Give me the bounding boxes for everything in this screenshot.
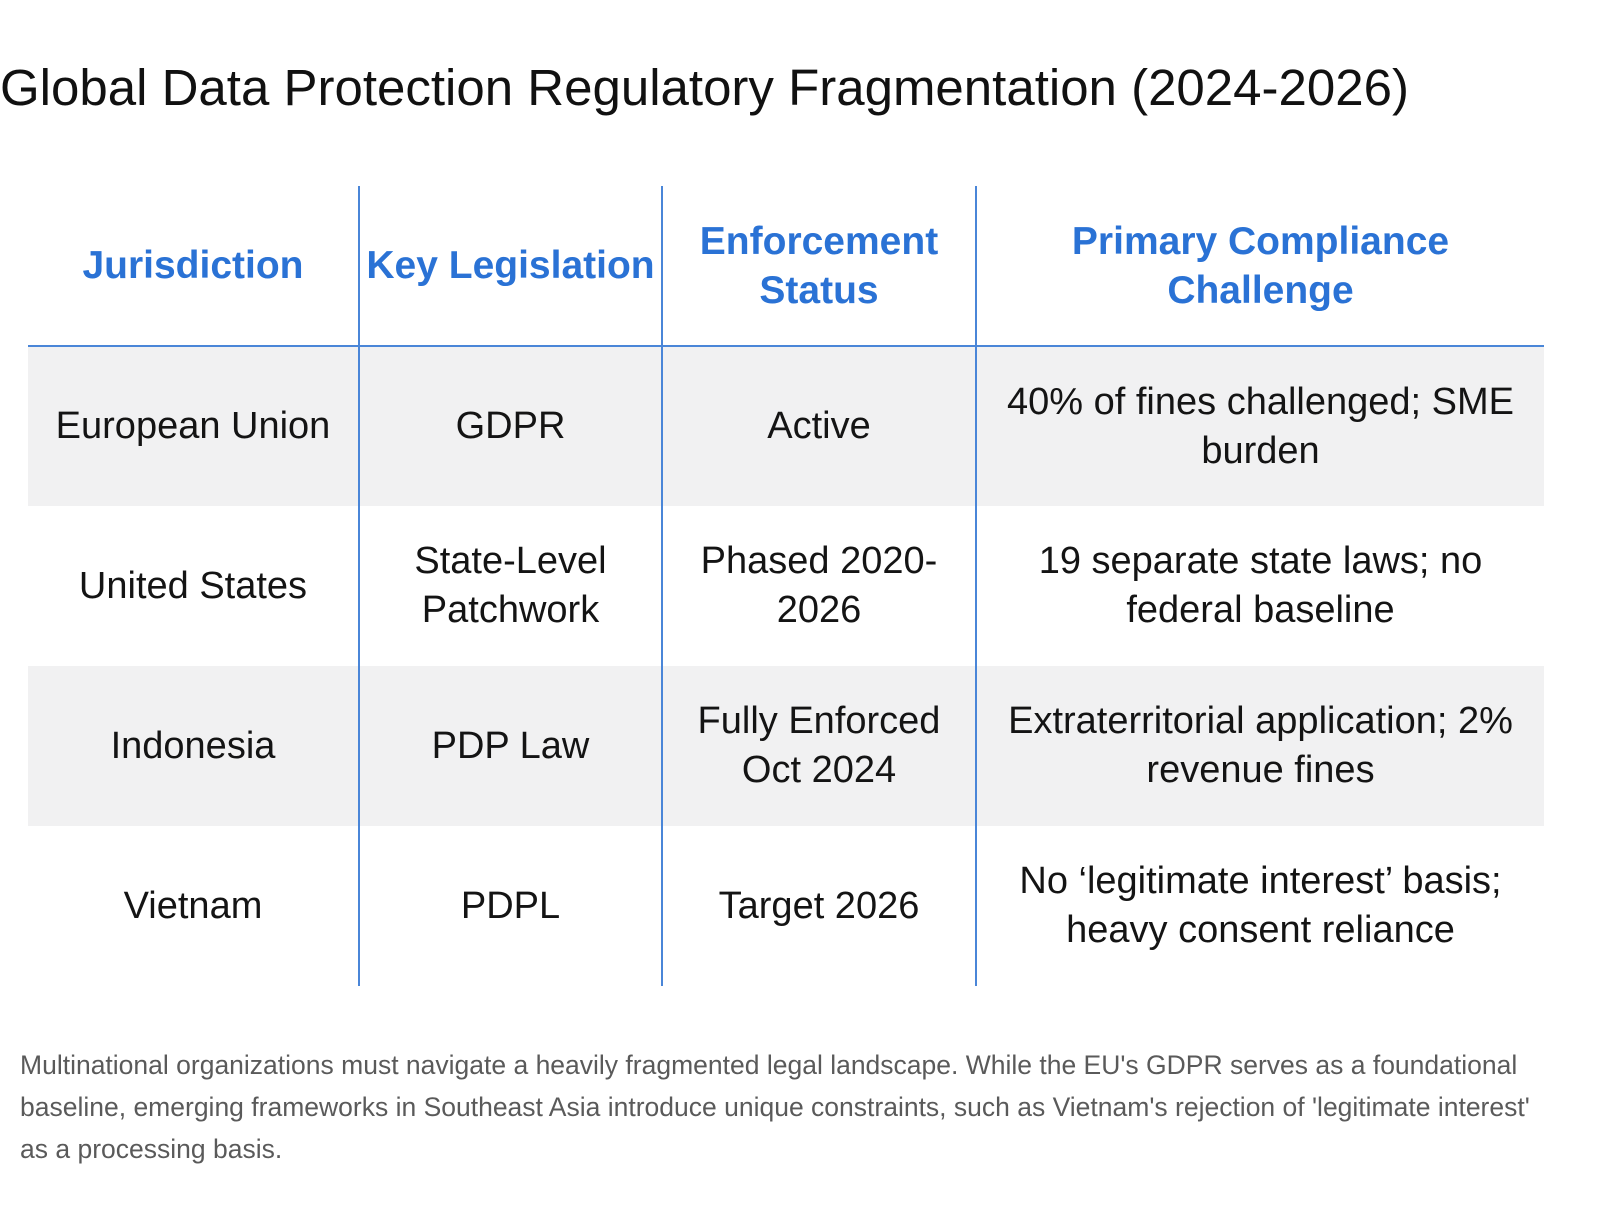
cell-legislation: PDP Law [358, 666, 662, 826]
cell-status: Phased 2020-2026 [661, 506, 976, 666]
cell-jurisdiction: Vietnam [123, 884, 263, 927]
header-jurisdiction: Jurisdiction [28, 186, 359, 347]
header-row: Jurisdiction Key Legislation Enforcement… [28, 186, 1544, 347]
cell-jurisdiction: Indonesia [28, 666, 359, 826]
cell-legislation: State-Level Patchwork [358, 506, 662, 666]
cell-challenge: 40% of fines challenged; SME burden [975, 346, 1544, 506]
header-primary-compliance-challenge: Primary Compliance Challenge [975, 186, 1544, 347]
cell-jurisdiction: European Union [28, 346, 359, 506]
cell-legislation: GDPR [358, 346, 662, 506]
cell-jurisdiction: United States [78, 564, 308, 607]
page-title: Global Data Protection Regulatory Fragme… [0, 59, 1409, 116]
header-enforcement-status: Enforcement Status [661, 186, 976, 347]
cell-status: Active [661, 346, 976, 506]
cell-challenge: 19 separate state laws; no federal basel… [975, 506, 1544, 666]
table-row-vietnam: Vietnam PDPL Target 2026 No ‘legitimate … [28, 826, 1544, 986]
cell-legislation: PDPL [358, 826, 662, 986]
table-row-indonesia: Indonesia PDP Law Fully Enforced Oct 202… [28, 666, 1544, 826]
cell-status: Fully Enforced Oct 2024 [661, 666, 976, 826]
regulation-table: Jurisdiction Key Legislation Enforcement… [28, 186, 1544, 986]
cell-challenge: No ‘legitimate interest’ basis; heavy co… [975, 826, 1544, 986]
cell-challenge: Extraterritorial application; 2% revenue… [975, 666, 1544, 826]
table-body: European Union GDPR Active 40% of fines … [28, 346, 1544, 986]
caption-text: Multinational organizations must navigat… [20, 1050, 1530, 1164]
table-row-european-union: European Union GDPR Active 40% of fines … [28, 346, 1544, 506]
header-key-legislation: Key Legislation [358, 186, 662, 347]
table-row-united-states: United States State-Level Patchwork Phas… [28, 506, 1544, 666]
table-header: Jurisdiction Key Legislation Enforcement… [28, 186, 1544, 347]
cell-status: Target 2026 [661, 826, 976, 986]
regulation-table-container: Jurisdiction Key Legislation Enforcement… [28, 186, 1544, 986]
